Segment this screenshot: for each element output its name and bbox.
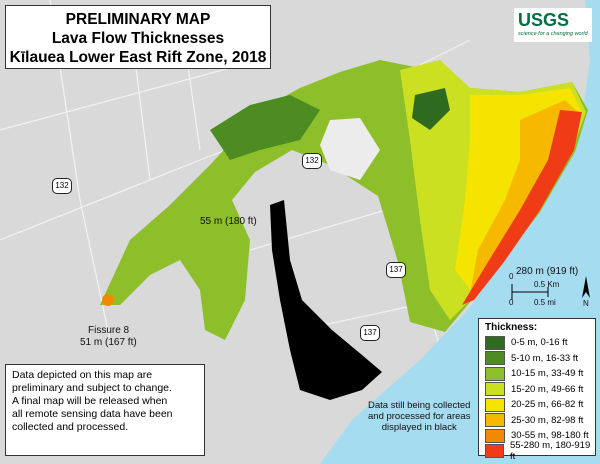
logo: USGS science for a changing world [514, 8, 592, 42]
note-line: collected and processed. [12, 421, 129, 433]
fissure-8 [102, 294, 114, 306]
legend-item: 20-25 m, 66-82 ft [481, 397, 593, 413]
lava-flow [210, 95, 320, 160]
legend-swatch [485, 428, 505, 443]
legend-label: 30-55 m, 98-180 ft [511, 430, 589, 442]
legend-label: 10-15 m, 33-49 ft [511, 368, 584, 380]
legend-item: 55-280 m, 180-919 ft [481, 440, 593, 462]
title-box: PRELIMINARY MAP Lava Flow Thicknesses Kī… [5, 5, 271, 69]
legend-item: 30-55 m, 98-180 ft [481, 428, 593, 444]
black-note: Data still being collected and processed … [368, 400, 470, 433]
subtitle: Kīlauea Lower East Rift Zone, 2018 [9, 49, 267, 66]
scale-label: 0 [509, 298, 514, 307]
legend-swatch [485, 351, 505, 366]
unprocessed-area [270, 200, 382, 400]
scale-label: 0.5 mi [534, 298, 556, 307]
note-line: and processed for areas [368, 411, 471, 422]
legend: Thickness: 0-5 m, 0-16 ft 5-10 m, 16-33 f… [478, 318, 596, 462]
legend-item: 25-30 m, 82-98 ft [481, 413, 593, 429]
legend-swatch [485, 382, 505, 397]
legend-label: 15-20 m, 49-66 ft [511, 383, 584, 395]
annotation: 280 m (919 ft) [516, 266, 579, 277]
note-line: all remote sensing data have been [12, 408, 173, 420]
road-shield: 137 [386, 262, 406, 278]
scale-label: 0.5 Km [534, 280, 560, 289]
note-box: Data depicted on this map are preliminary… [5, 364, 205, 456]
legend-item: 10-15 m, 33-49 ft [481, 366, 593, 382]
note-line: displayed in black [381, 422, 457, 433]
note-line: Data depicted on this map are [12, 369, 153, 381]
north-arrow [582, 276, 590, 298]
legend-label: 25-30 m, 82-98 ft [511, 414, 584, 426]
legend-item: 5-10 m, 16-33 ft [481, 351, 593, 367]
north-label: N [583, 299, 589, 308]
legend-item: 15-20 m, 49-66 ft [481, 382, 593, 398]
lava-flow [462, 110, 582, 305]
legend-swatch [485, 335, 505, 350]
road-shield: 137 [360, 325, 380, 341]
legend-item: 0-5 m, 0-16 ft [481, 335, 593, 351]
legend-swatch [485, 444, 504, 459]
terrain-gap [320, 118, 380, 180]
annotation: 51 m (167 ft) [80, 337, 137, 348]
legend-label: 0-5 m, 0-16 ft [511, 337, 568, 349]
legend-label: 5-10 m, 16-33 ft [511, 352, 579, 364]
logo-tagline: science for a changing world [518, 31, 588, 37]
note-line: preliminary and subject to change. [12, 382, 172, 394]
lava-flow [412, 88, 450, 130]
note-line: Data still being collected [368, 400, 471, 411]
annotation: 55 m (180 ft) [200, 216, 257, 227]
subtitle: Lava Flow Thicknesses [51, 30, 225, 47]
legend-label: 20-25 m, 66-82 ft [511, 399, 584, 411]
title: PRELIMINARY MAP [65, 11, 211, 28]
logo-name: USGS [518, 10, 570, 30]
note-line: A final map will be released when [12, 395, 168, 407]
scale-label: 0 [509, 272, 514, 281]
legend-title: Thickness: [485, 322, 538, 333]
legend-swatch [485, 366, 505, 381]
road-shield: 132 [52, 178, 72, 194]
legend-swatch [485, 397, 505, 412]
legend-label: 55-280 m, 180-919 ft [509, 440, 591, 463]
annotation: Fissure 8 [88, 325, 130, 336]
road-shield: 132 [302, 153, 322, 169]
legend-swatch [485, 413, 505, 428]
